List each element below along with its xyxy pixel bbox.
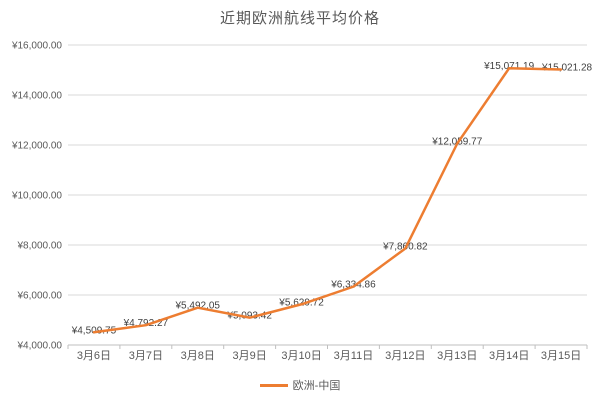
x-axis-category-label: 3月6日	[77, 350, 111, 362]
x-axis-category-label: 3月11日	[334, 350, 374, 362]
data-point-label: ¥15,021.28	[541, 62, 592, 73]
x-axis-category-label: 3月7日	[129, 350, 163, 362]
y-axis-tick-label: ¥14,000.00	[11, 91, 62, 102]
data-point-label: ¥5,093.42	[226, 311, 272, 322]
y-axis-tick-label: ¥12,000.00	[11, 141, 62, 152]
y-axis-tick-label: ¥6,000.00	[17, 291, 63, 302]
x-axis-category-label: 3月8日	[181, 350, 215, 362]
legend-series-label: 欧洲-中国	[292, 380, 341, 392]
x-axis-category-label: 3月14日	[489, 350, 529, 362]
x-axis-category-label: 3月12日	[385, 350, 425, 362]
y-axis-tick-label: ¥16,000.00	[11, 41, 62, 52]
chart-legend: 欧洲-中国	[0, 377, 600, 393]
y-axis-tick-label: ¥4,000.00	[17, 341, 63, 352]
data-point-label: ¥4,792.27	[123, 318, 169, 329]
x-axis-category-label: 3月9日	[233, 350, 267, 362]
data-point-label: ¥15,071.19	[483, 61, 534, 72]
x-axis-category-label: 3月15日	[541, 350, 581, 362]
y-axis-tick-label: ¥8,000.00	[17, 241, 63, 252]
data-point-label: ¥4,509.75	[71, 325, 117, 336]
x-axis-category-label: 3月13日	[437, 350, 477, 362]
chart-title: 近期欧洲航线平均价格	[219, 10, 380, 27]
legend-line-swatch	[259, 383, 288, 387]
x-axis-category-label: 3月10日	[281, 350, 321, 362]
series-line-europe-china	[92, 66, 563, 334]
data-point-label: ¥6,334.86	[330, 280, 376, 291]
y-axis-tick-label: ¥10,000.00	[11, 191, 62, 202]
data-point-label: ¥5,629.72	[278, 297, 324, 308]
data-point-label: ¥5,492.05	[175, 301, 221, 312]
